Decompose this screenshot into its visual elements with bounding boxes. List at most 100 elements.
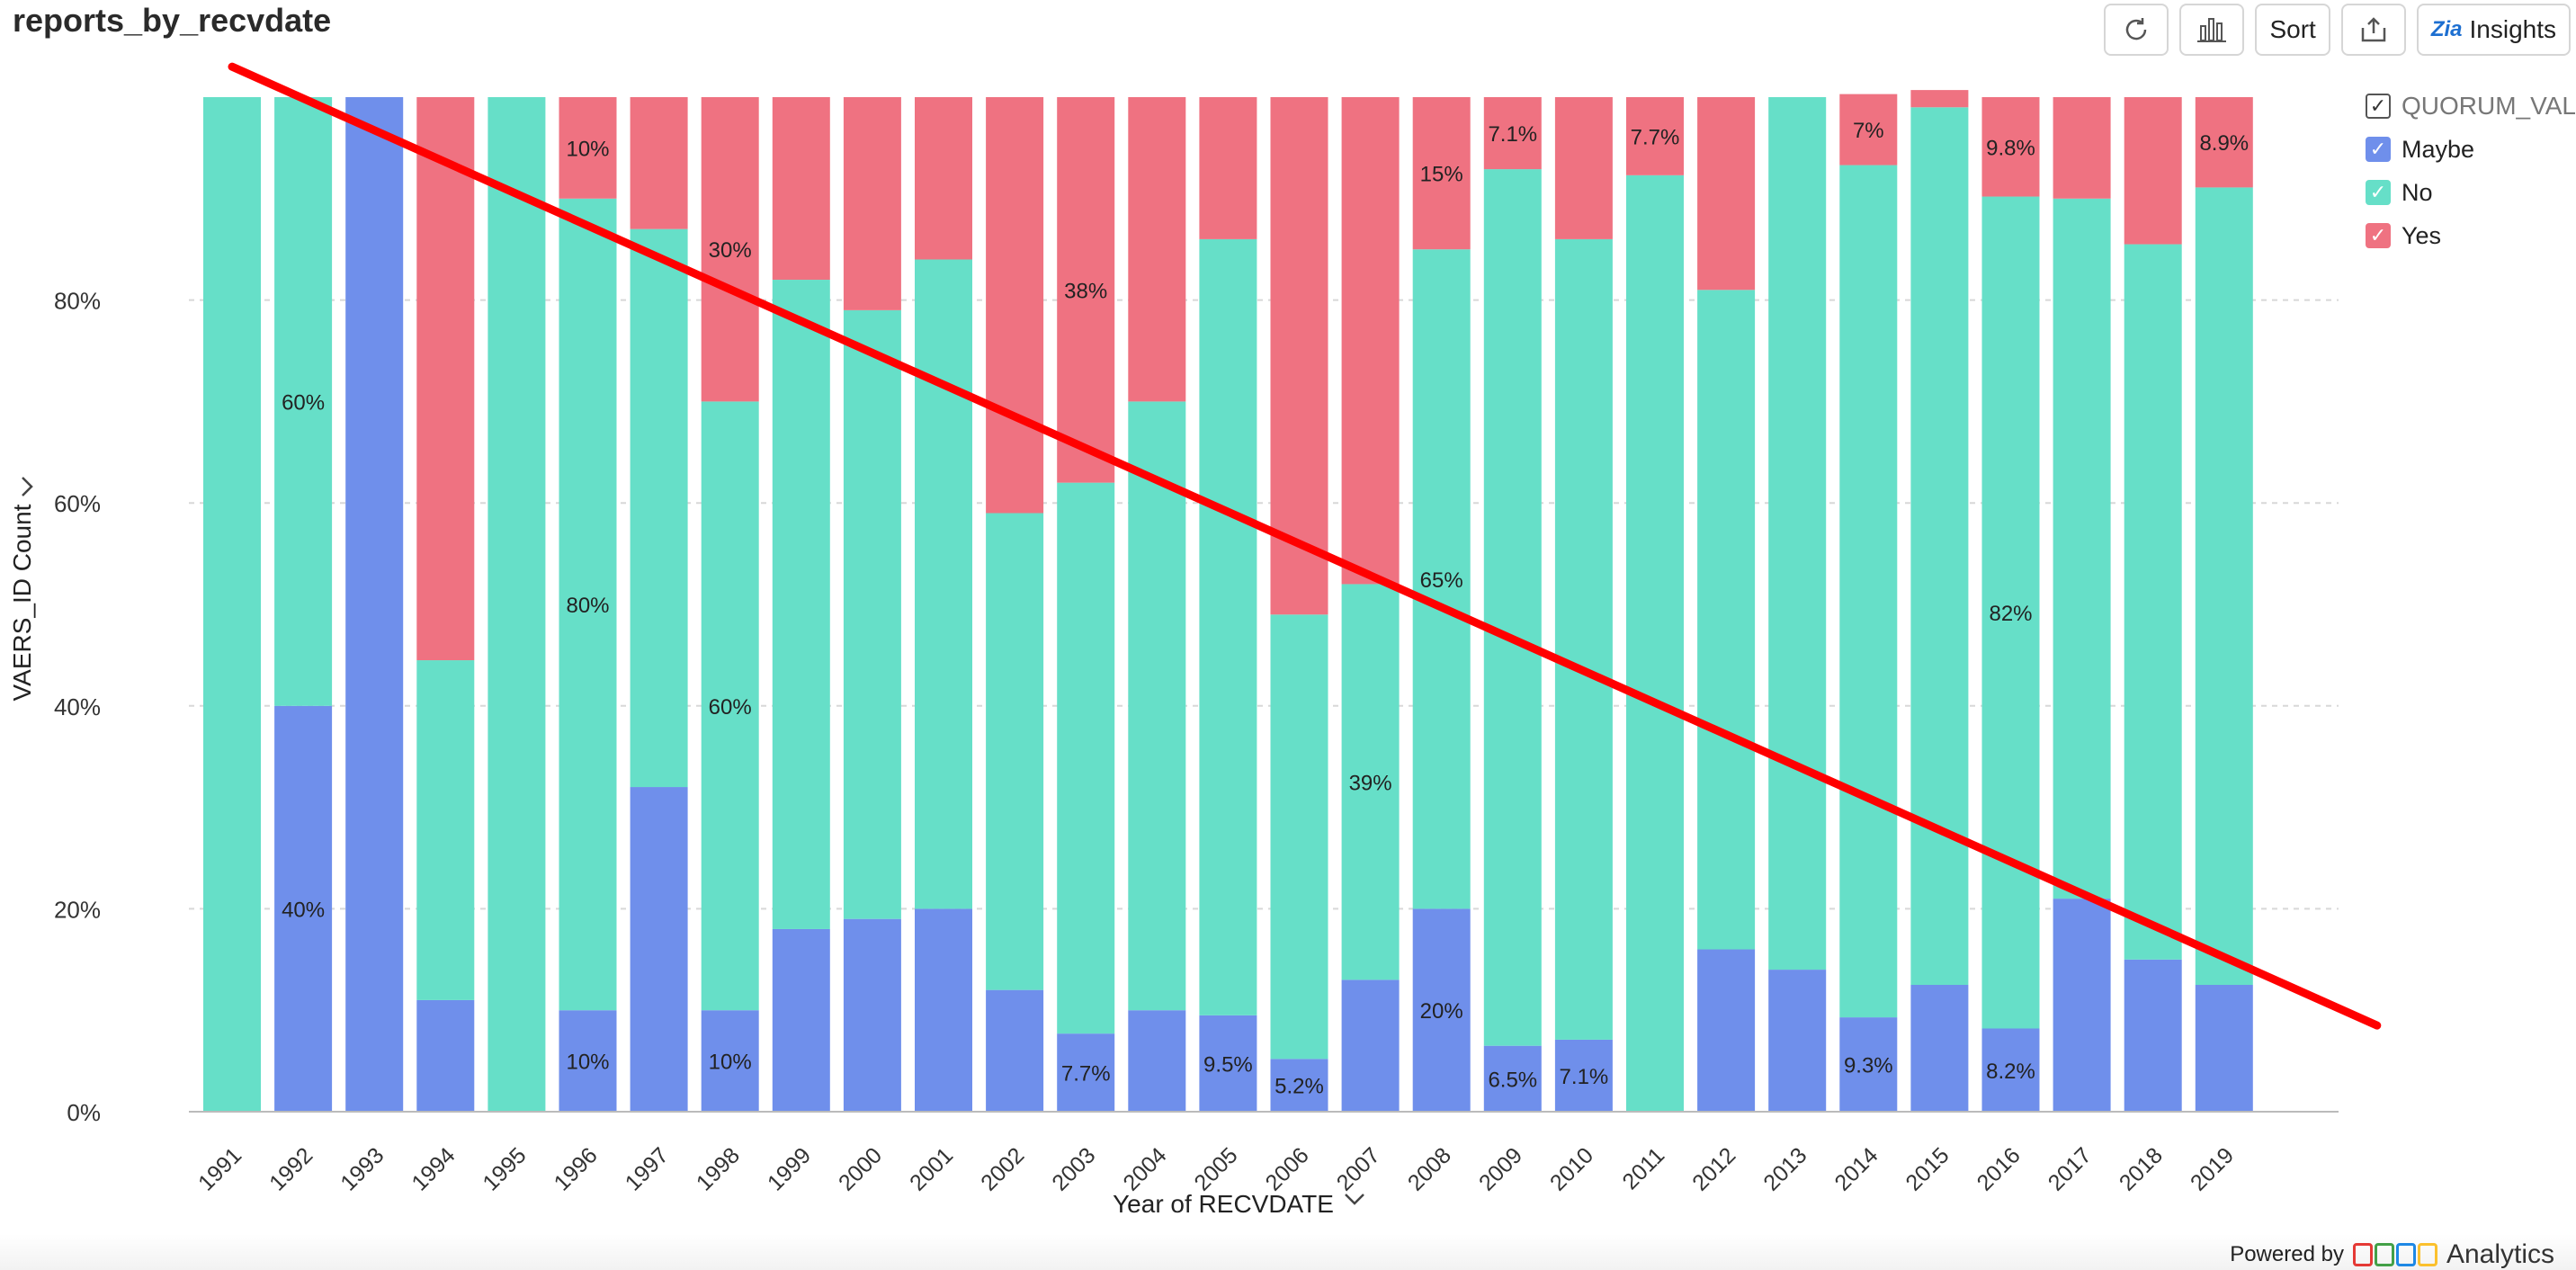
data-label: 7.1% [1560, 1065, 1609, 1089]
data-label: 82% [1989, 602, 2032, 626]
bar-yes [2124, 97, 2182, 245]
checkbox-icon[interactable]: ✓ [2366, 137, 2391, 162]
x-axis-title: Year of RECVDATE [1113, 1190, 1334, 1218]
chart-toolbar: Sort Zia Insights [2104, 4, 2571, 56]
chart-legend: ✓ QUORUM_VAL ✓ Maybe ✓ No ✓ Yes [2366, 85, 2576, 257]
refresh-button[interactable] [2104, 4, 2169, 56]
bar-no [630, 228, 688, 788]
bar-no [487, 97, 546, 1112]
grid-layer [189, 299, 2339, 910]
x-tick-label: 1998 [692, 1142, 745, 1195]
bar-no [274, 97, 333, 706]
data-label: 7.7% [1061, 1062, 1111, 1087]
x-tick-label: 1995 [479, 1142, 532, 1195]
legend-header[interactable]: ✓ QUORUM_VAL [2366, 85, 2576, 128]
x-tick-label: 2002 [976, 1142, 1029, 1195]
y-tick-label: 80% [54, 288, 101, 315]
checkbox-icon[interactable]: ✓ [2366, 180, 2391, 205]
data-label: 9.5% [1203, 1052, 1253, 1077]
data-label: 15% [1420, 163, 1463, 187]
legend-label: No [2402, 178, 2433, 206]
x-tick-label: 2011 [1617, 1142, 1669, 1194]
legend-label: Yes [2402, 221, 2442, 249]
bar-maybe [1199, 1015, 1257, 1112]
data-label: 60% [709, 695, 752, 720]
x-tick-label: 2004 [1118, 1142, 1171, 1195]
data-label: 7% [1853, 119, 1884, 143]
bar-maybe [843, 918, 901, 1112]
bar-maybe [1910, 985, 1969, 1112]
bar-yes [701, 97, 759, 402]
bar-no [1839, 165, 1898, 1018]
data-label: 10% [709, 1051, 752, 1075]
refresh-icon [2122, 15, 2151, 44]
bar-maybe [274, 705, 333, 1112]
y-tick-label: 40% [54, 693, 101, 720]
bar-no [203, 97, 261, 1112]
select-all-checkbox-icon[interactable]: ✓ [2366, 94, 2391, 119]
legend-item-maybe[interactable]: ✓ Maybe [2366, 128, 2576, 171]
x-axis-chevron-down-icon [1345, 1194, 1364, 1205]
bar-no [772, 280, 830, 929]
bar-yes [1910, 90, 1969, 108]
data-label: 39% [1349, 771, 1392, 795]
data-label: 40% [282, 898, 325, 922]
bar-no [843, 309, 901, 919]
y-tick-label: 0% [67, 1099, 101, 1126]
chart-type-button[interactable] [2179, 4, 2245, 56]
data-label: 9.8% [1986, 136, 2035, 160]
legend-item-no[interactable]: ✓ No [2366, 171, 2576, 214]
bar-maybe [915, 908, 972, 1112]
legend-item-yes[interactable]: ✓ Yes [2366, 214, 2576, 257]
x-tick-label: 2003 [1047, 1142, 1100, 1195]
zia-logo-icon: Zia [2430, 17, 2463, 41]
bar-maybe [1483, 1045, 1542, 1112]
bar-yes [559, 97, 617, 199]
insights-button[interactable]: Zia Insights [2416, 4, 2571, 56]
bar-maybe [1128, 1010, 1186, 1112]
x-tick-label: 2017 [2044, 1142, 2097, 1195]
bar-layer [203, 90, 2253, 1113]
bar-no [1768, 97, 1827, 970]
bar-yes [986, 97, 1044, 514]
x-tick-label: 2015 [1901, 1142, 1954, 1195]
bar-yes [1981, 97, 2040, 197]
bar-yes [1412, 97, 1471, 250]
data-label: 65% [1420, 568, 1463, 593]
bar-maybe [2124, 959, 2182, 1112]
data-label: 20% [1420, 999, 1463, 1024]
x-tick-label: 2009 [1474, 1142, 1527, 1195]
x-tick-label: 1993 [335, 1142, 389, 1195]
bar-maybe [1839, 1017, 1898, 1112]
bar-yes [1554, 97, 1613, 239]
bar-yes [2053, 97, 2111, 199]
bar-maybe [2053, 899, 2111, 1112]
bar-maybe [701, 1010, 759, 1112]
bar-no [1412, 249, 1471, 909]
x-tick-label: 2008 [1403, 1142, 1456, 1195]
legend-label: Maybe [2402, 135, 2475, 163]
sort-button[interactable]: Sort [2255, 4, 2330, 56]
bar-yes [1697, 97, 1756, 291]
bar-maybe [2195, 985, 2253, 1112]
bar-yes [630, 97, 688, 229]
data-label: 8.9% [2199, 131, 2249, 156]
checkbox-icon[interactable]: ✓ [2366, 223, 2391, 248]
bar-yes [1128, 97, 1186, 402]
data-label: 7.7% [1631, 125, 1680, 149]
data-label: 38% [1064, 279, 1107, 303]
x-tick-label: 1994 [407, 1142, 460, 1195]
bar-maybe [1697, 949, 1756, 1112]
bar-no [559, 198, 617, 1011]
bar-maybe [630, 787, 688, 1112]
data-label: 10% [566, 137, 609, 161]
bar-yes [1270, 97, 1328, 615]
bar-maybe [559, 1010, 617, 1112]
x-tick-label: 1991 [193, 1142, 246, 1195]
bar-yes [416, 97, 475, 661]
bar-maybe [1341, 979, 1400, 1112]
x-tick-label: 1996 [550, 1142, 603, 1195]
export-button[interactable] [2340, 4, 2406, 56]
data-label: 9.3% [1844, 1054, 1893, 1078]
